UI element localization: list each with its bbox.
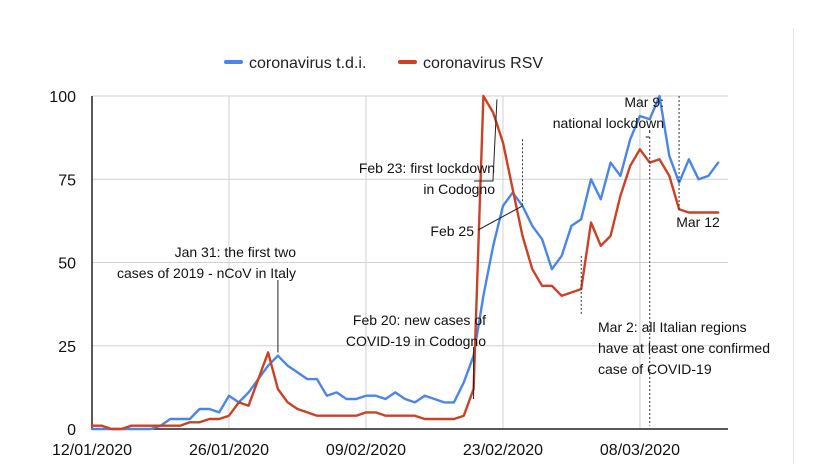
annotation-feb25: Feb 25 [430,223,474,239]
annotation-feb20: Feb 20: new cases of [353,312,486,328]
annotation-feb23: Feb 23: first lockdown [359,160,495,176]
annotation-leader [477,205,523,231]
legend: coronavirus t.d.i. coronavirus RSV [224,55,543,72]
y-tick-label: 100 [49,89,76,106]
annotation-mar2: have at least one confirmed [598,340,770,356]
grid-lines [92,95,728,429]
series-line-rsv [90,94,720,431]
legend-label: coronavirus t.d.i. [249,55,366,72]
annotation-jan31: Jan 31: the first two [175,244,297,260]
x-tick-label: 12/01/2020 [52,442,132,459]
annotation-mar12: Mar 12 [676,214,720,230]
y-tick-label: 25 [58,339,76,356]
annotations: Jan 31: the first two cases of 2019 - nCo… [117,94,770,426]
annotation-leader [474,99,498,182]
annotation-jan31: cases of 2019 - nCoV in Italy [117,265,296,281]
annotation-mar2: case of COVID-19 [598,361,712,377]
series-lines [90,94,720,431]
y-tick-label: 0 [67,422,76,439]
annotation-mar9: Mar 9: [624,94,664,110]
axes: 0 25 50 75 100 12/01/2020 26/01/2020 09/02/2020… [49,89,728,459]
x-tick-label: 26/01/2020 [189,442,269,459]
right-border-rule [793,28,794,464]
annotation-feb23: in Codogno [423,181,495,197]
y-tick-label: 50 [58,256,76,273]
annotation-mar9: national lockdown [553,115,664,131]
annotation-feb20: COVID-19 in Codogno [346,333,486,349]
series-line-tdi [90,94,720,431]
legend-label: coronavirus RSV [423,55,543,72]
x-tick-label: 23/02/2020 [463,442,543,459]
x-tick-label: 09/02/2020 [326,442,406,459]
x-tick-label: 08/03/2020 [600,442,680,459]
annotation-mar2: Mar 2: all Italian regions [598,319,747,335]
y-tick-label: 75 [58,172,76,189]
